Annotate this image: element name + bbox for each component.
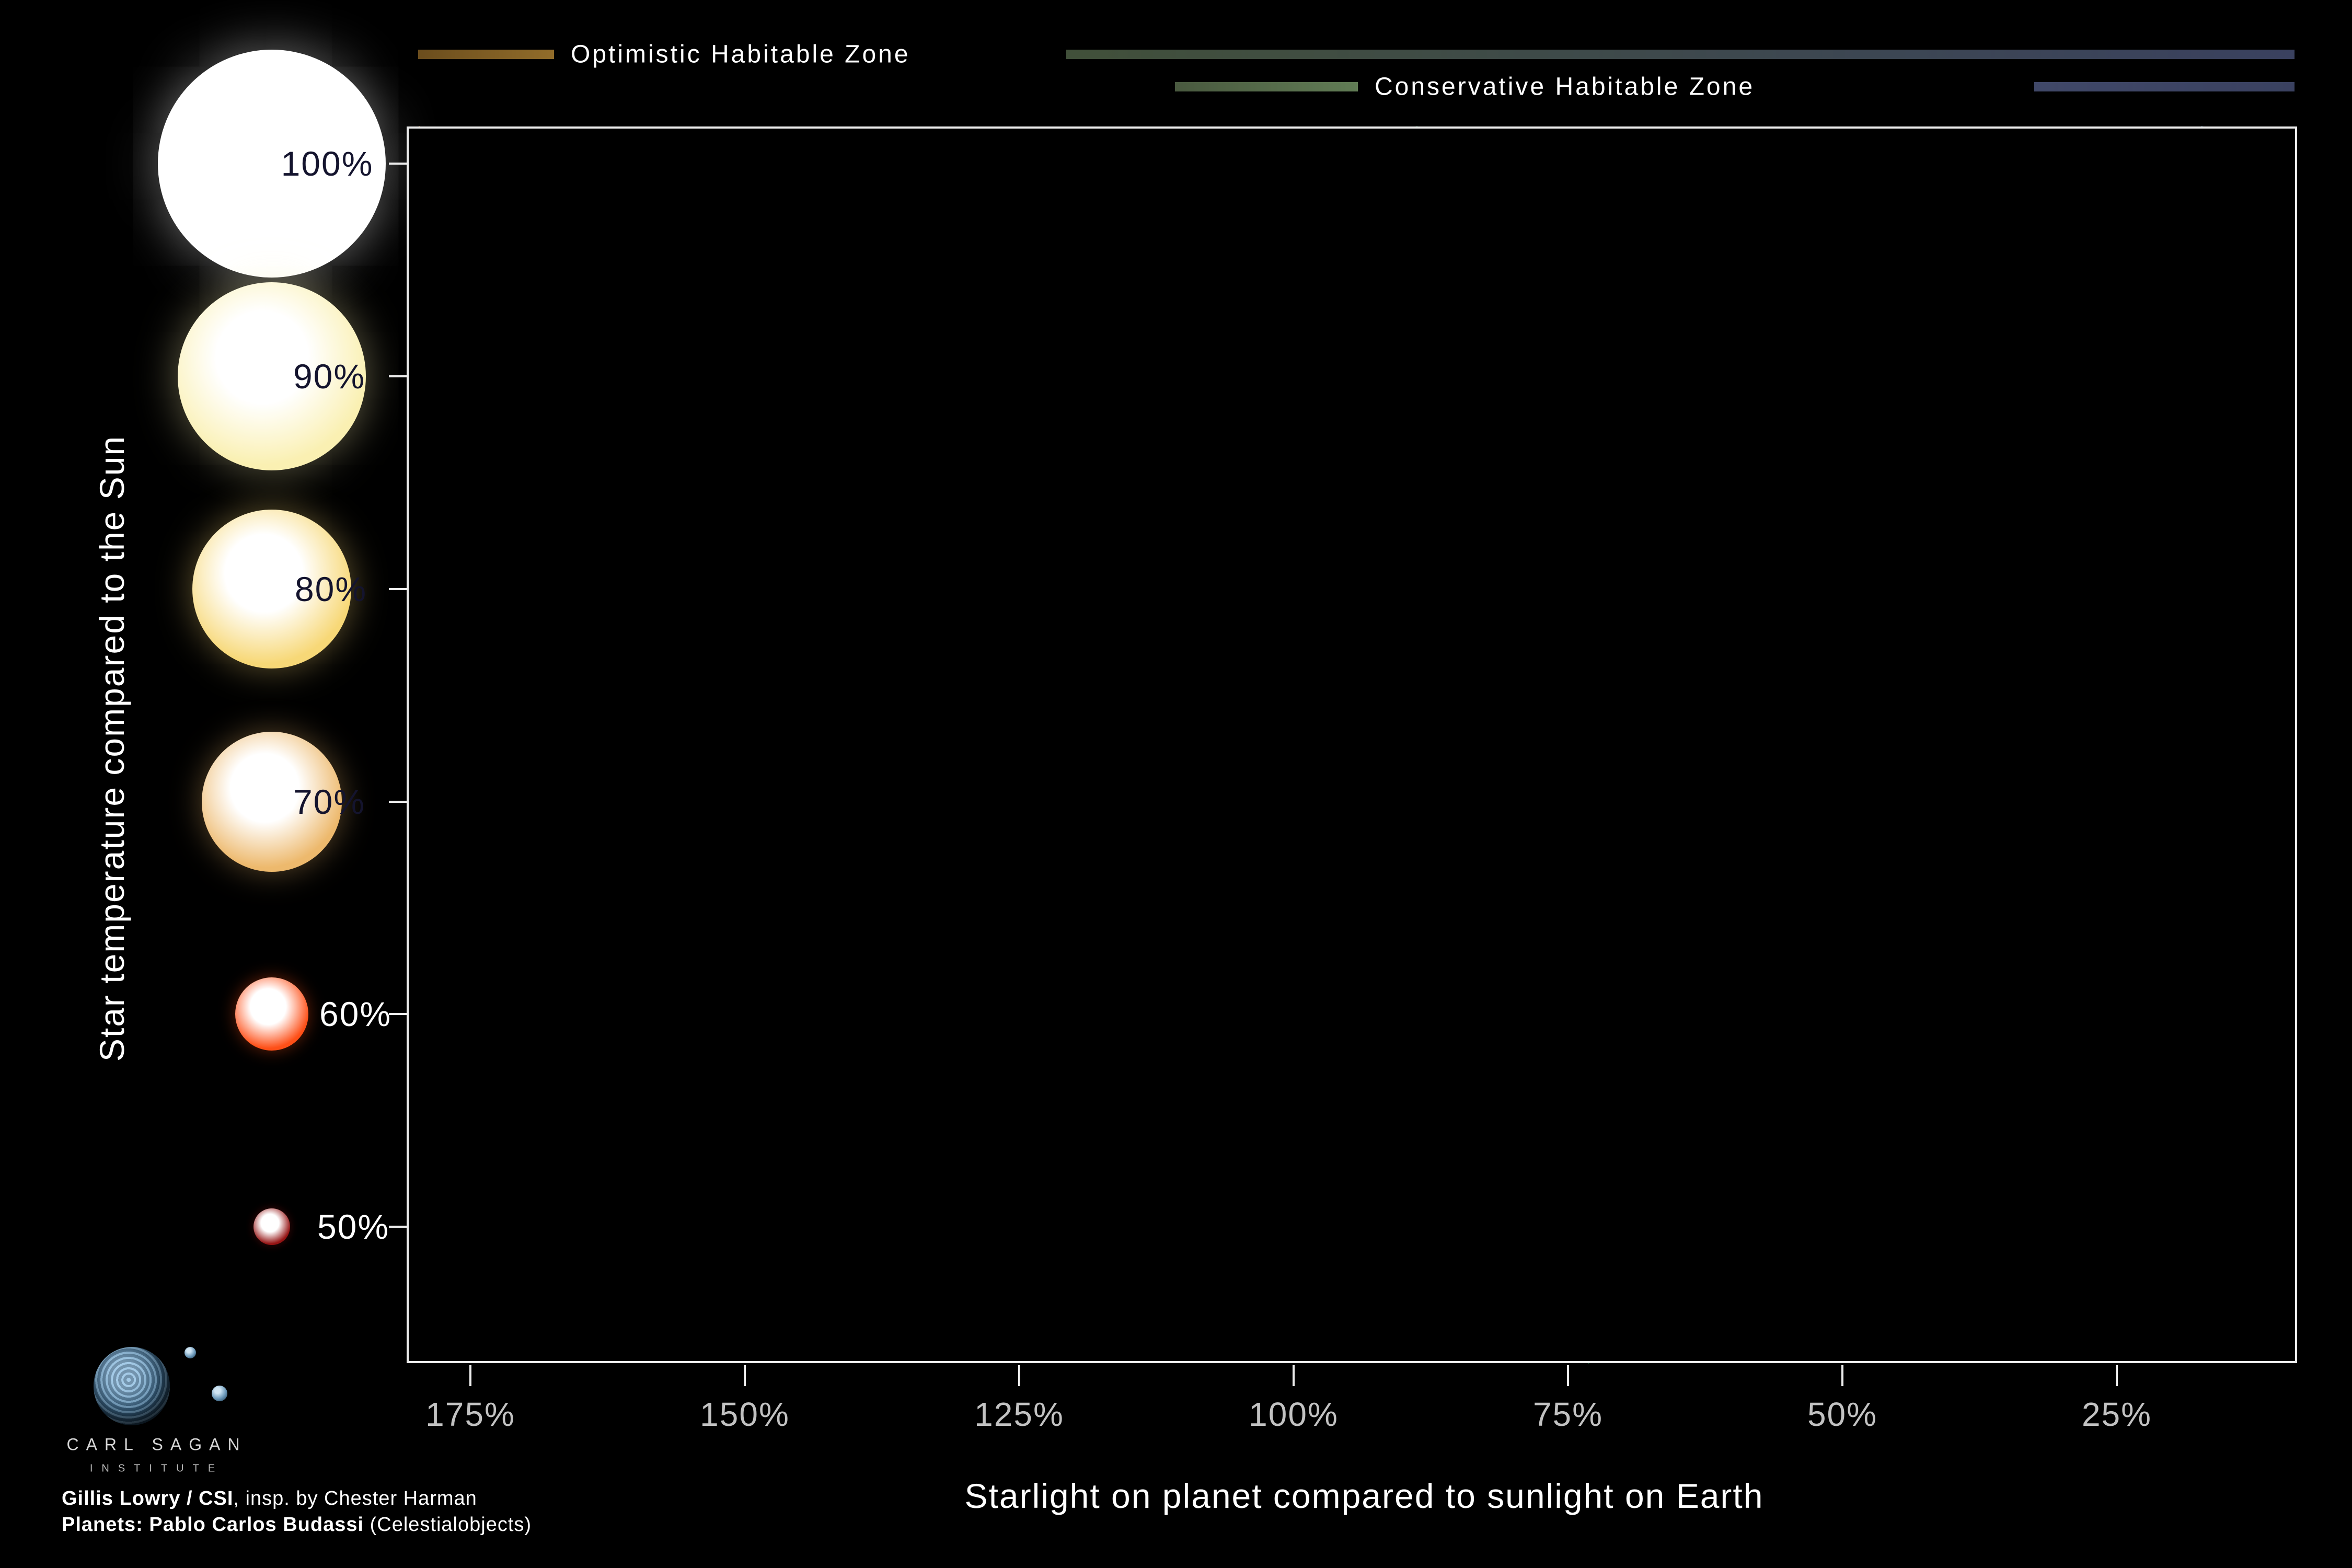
x-tick-label-100: 100% (1249, 1396, 1339, 1433)
y-tick-90 (389, 375, 408, 377)
star-swatch-70 (202, 732, 342, 872)
star-swatch-90 (178, 282, 366, 470)
star-temp-label-80: 80% (294, 570, 367, 608)
star-temp-label-50: 50% (317, 1207, 390, 1246)
x-tick-label-125: 125% (974, 1396, 1064, 1433)
x-tick-50 (1841, 1365, 1843, 1386)
credit-line-planets: Planets: Pablo Carlos Budassi (Celestial… (62, 1514, 532, 1536)
x-axis-title: Starlight on planet compared to sunlight… (964, 1477, 1764, 1515)
y-axis-title: Star temperature compared to the Sun (93, 435, 131, 1062)
legend-bar-conservative (1175, 82, 1358, 91)
y-tick-60 (389, 1013, 408, 1015)
y-tick-100 (389, 163, 408, 165)
legend-optimistic-label: Optimistic Habitable Zone (571, 40, 910, 68)
x-tick-label-75: 75% (1532, 1396, 1604, 1433)
x-tick-100 (1293, 1365, 1295, 1386)
star-swatch-60 (235, 977, 308, 1051)
credit-planets-bold: Planets: Pablo Carlos Budassi (62, 1514, 364, 1536)
y-tick-70 (389, 801, 408, 803)
y-tick-50 (389, 1226, 408, 1228)
star-temp-label-100: 100% (281, 144, 374, 183)
legend-bar-conservative (2034, 82, 2295, 91)
x-tick-25 (2116, 1365, 2118, 1386)
x-tick-175 (469, 1365, 471, 1386)
x-tick-label-175: 175% (425, 1396, 515, 1433)
x-tick-label-50: 50% (1807, 1396, 1878, 1433)
legend-bar-optimistic (1066, 50, 2295, 59)
x-tick-75 (1567, 1365, 1569, 1386)
y-tick-80 (389, 588, 408, 590)
csi-logo-name: CARL SAGAN (66, 1435, 247, 1454)
x-tick-label-150: 150% (700, 1396, 790, 1433)
csi-logo-moon-icon (212, 1386, 227, 1401)
x-tick-125 (1018, 1365, 1020, 1386)
csi-logo-moon-icon (185, 1347, 196, 1358)
legend-bar-optimistic (418, 50, 554, 59)
x-tick-label-25: 25% (2081, 1396, 2152, 1433)
x-tick-150 (744, 1365, 746, 1386)
csi-logo-subtitle: INSTITUTE (89, 1462, 224, 1474)
credit-author-bold: Gillis Lowry / CSI (62, 1488, 234, 1509)
star-temp-label-90: 90% (293, 357, 366, 396)
credit-author-rest: , insp. by Chester Harman (233, 1488, 477, 1509)
star-swatch-50 (253, 1208, 290, 1245)
credit-planets-rest: (Celestialobjects) (364, 1514, 532, 1536)
legend-conservative-label: Conservative Habitable Zone (1375, 73, 1755, 101)
star-swatch-100 (158, 50, 386, 278)
csi-logo-planet-icon (94, 1347, 170, 1425)
credit-line-authors: Gillis Lowry / CSI, insp. by Chester Har… (62, 1488, 477, 1510)
star-swatch-80 (192, 510, 351, 668)
star-temp-label-60: 60% (319, 995, 392, 1033)
star-temp-label-70: 70% (293, 782, 366, 821)
plot-border (407, 126, 2297, 1363)
